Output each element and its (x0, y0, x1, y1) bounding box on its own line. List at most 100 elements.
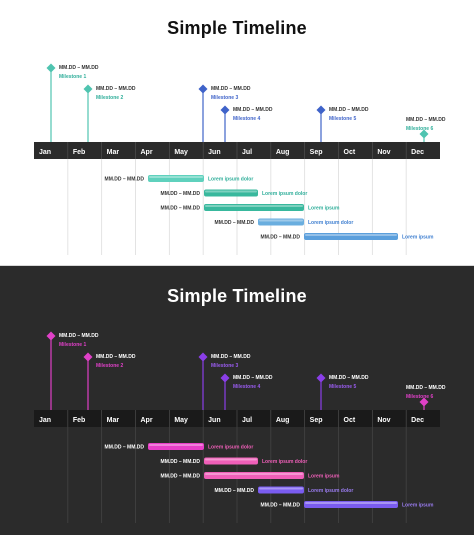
task-bar-highlight (149, 176, 203, 178)
task-date: MM.DD – MM.DD (161, 206, 201, 212)
milestone-date: MM.DD – MM.DD (329, 375, 369, 381)
month-label: Mar (107, 149, 120, 156)
month-label: Jul (242, 149, 252, 156)
task-label: Lorem ipsum dolor (308, 220, 353, 226)
task-date: MM.DD – MM.DD (161, 474, 201, 480)
milestone-label: Milestone 3 (211, 363, 238, 369)
month-label: Feb (73, 149, 85, 156)
milestone-diamond-icon (83, 352, 93, 362)
task-date: MM.DD – MM.DD (161, 191, 201, 197)
month-label: Dec (411, 417, 424, 424)
milestone-diamond-icon (220, 105, 230, 115)
milestone-label: Milestone 4 (233, 384, 260, 390)
milestone-label: Milestone 1 (59, 342, 86, 348)
task-date: MM.DD – MM.DD (161, 459, 201, 465)
month-label: Apr (141, 417, 153, 424)
task-date: MM.DD – MM.DD (105, 177, 145, 183)
milestone-date: MM.DD – MM.DD (211, 86, 251, 92)
month-label: Sep (310, 417, 323, 424)
panel-divider (0, 265, 474, 266)
milestone-date: MM.DD – MM.DD (59, 65, 99, 71)
task-label: Lorem ipsum dolor (308, 488, 353, 494)
task-bar (204, 472, 304, 479)
milestone-label: Milestone 4 (233, 116, 260, 122)
milestone-diamond-icon (46, 63, 56, 73)
dark-timeline-diagram: Jan Feb Mar Apr May Jun Jul Aug Sep Oct Nov Dec MM.D… (34, 331, 446, 523)
milestone-diamond-icon (198, 352, 208, 362)
milestone-diamond-icon (316, 105, 326, 115)
task-bar (148, 443, 204, 450)
month-label: Jun (208, 417, 220, 424)
milestone-diamond-icon (220, 373, 230, 383)
task-bar-highlight (205, 190, 257, 193)
task-label: Lorem ipsum (402, 235, 434, 241)
milestone-label: Milestone 2 (96, 95, 123, 101)
task-bar-highlight (305, 502, 397, 504)
milestone-diamond-icon (83, 84, 93, 94)
milestone-diamond-icon (419, 397, 429, 407)
task-bar (148, 175, 204, 182)
light-timeline-diagram: Jan Feb Mar Apr May Jun Jul Aug Sep Oct Nov Dec MM.D… (34, 63, 446, 255)
task-bar (258, 486, 304, 494)
milestone-date: MM.DD – MM.DD (59, 333, 99, 339)
task-date: MM.DD – MM.DD (261, 235, 301, 241)
milestone-label: Milestone 3 (211, 95, 238, 101)
month-label: Feb (73, 417, 85, 424)
task-date: MM.DD – MM.DD (215, 220, 255, 226)
task-bar (204, 189, 258, 197)
milestone-date: MM.DD – MM.DD (96, 354, 136, 360)
milestone-label: Milestone 1 (59, 74, 86, 80)
month-label: Jan (39, 149, 51, 156)
month-label: Oct (344, 149, 356, 156)
milestone-date: MM.DD – MM.DD (406, 385, 446, 391)
task-date: MM.DD – MM.DD (261, 503, 301, 509)
panel-title: Simple Timeline (167, 286, 307, 306)
task-bar-highlight (205, 205, 303, 207)
task-bar-highlight (149, 444, 203, 446)
task-label: Lorem ipsum (308, 474, 340, 480)
milestone-label: Milestone 6 (406, 126, 433, 132)
month-label: Jan (39, 417, 51, 424)
month-label: Aug (276, 417, 290, 424)
milestone-label: Milestone 5 (329, 384, 356, 390)
task-bar (258, 218, 304, 226)
milestone-diamond-icon (316, 373, 326, 383)
month-label: Jun (208, 149, 220, 156)
milestone-date: MM.DD – MM.DD (211, 354, 251, 360)
month-label: Nov (377, 417, 390, 424)
task-bar-highlight (205, 473, 303, 475)
month-label: Jul (242, 417, 252, 424)
task-label: Lorem ipsum dolor (262, 459, 307, 465)
month-label: Oct (344, 417, 356, 424)
task-bar (304, 501, 398, 508)
milestone-label: Milestone 5 (329, 116, 356, 122)
month-label: May (174, 417, 188, 424)
milestone-diamond-icon (46, 331, 56, 341)
task-label: Lorem ipsum dolor (208, 445, 253, 451)
milestone-diamond-icon (198, 84, 208, 94)
month-label: Nov (377, 149, 390, 156)
month-label: Dec (411, 149, 424, 156)
task-date: MM.DD – MM.DD (105, 445, 145, 451)
task-label: Lorem ipsum dolor (262, 191, 307, 197)
task-bar-highlight (259, 487, 303, 490)
task-date: MM.DD – MM.DD (215, 488, 255, 494)
milestone-label: Milestone 2 (96, 363, 123, 369)
milestone-date: MM.DD – MM.DD (233, 107, 273, 113)
task-bar (204, 204, 304, 211)
task-label: Lorem ipsum dolor (208, 177, 253, 183)
task-bar (204, 457, 258, 465)
task-bar-highlight (205, 458, 257, 461)
milestone-date: MM.DD – MM.DD (406, 117, 446, 123)
milestone-date: MM.DD – MM.DD (329, 107, 369, 113)
month-label: May (174, 149, 188, 156)
task-bar (304, 233, 398, 240)
dark-timeline-panel: Simple Timeline Jan Feb Mar Apr May Jun Jul Aug… (0, 266, 474, 535)
task-bar-highlight (305, 234, 397, 236)
milestone-diamond-icon (419, 129, 429, 139)
task-bar-highlight (259, 219, 303, 222)
milestone-label: Milestone 6 (406, 394, 433, 400)
task-label: Lorem ipsum (308, 206, 340, 212)
month-label: Apr (141, 149, 153, 156)
milestone-date: MM.DD – MM.DD (96, 86, 136, 92)
